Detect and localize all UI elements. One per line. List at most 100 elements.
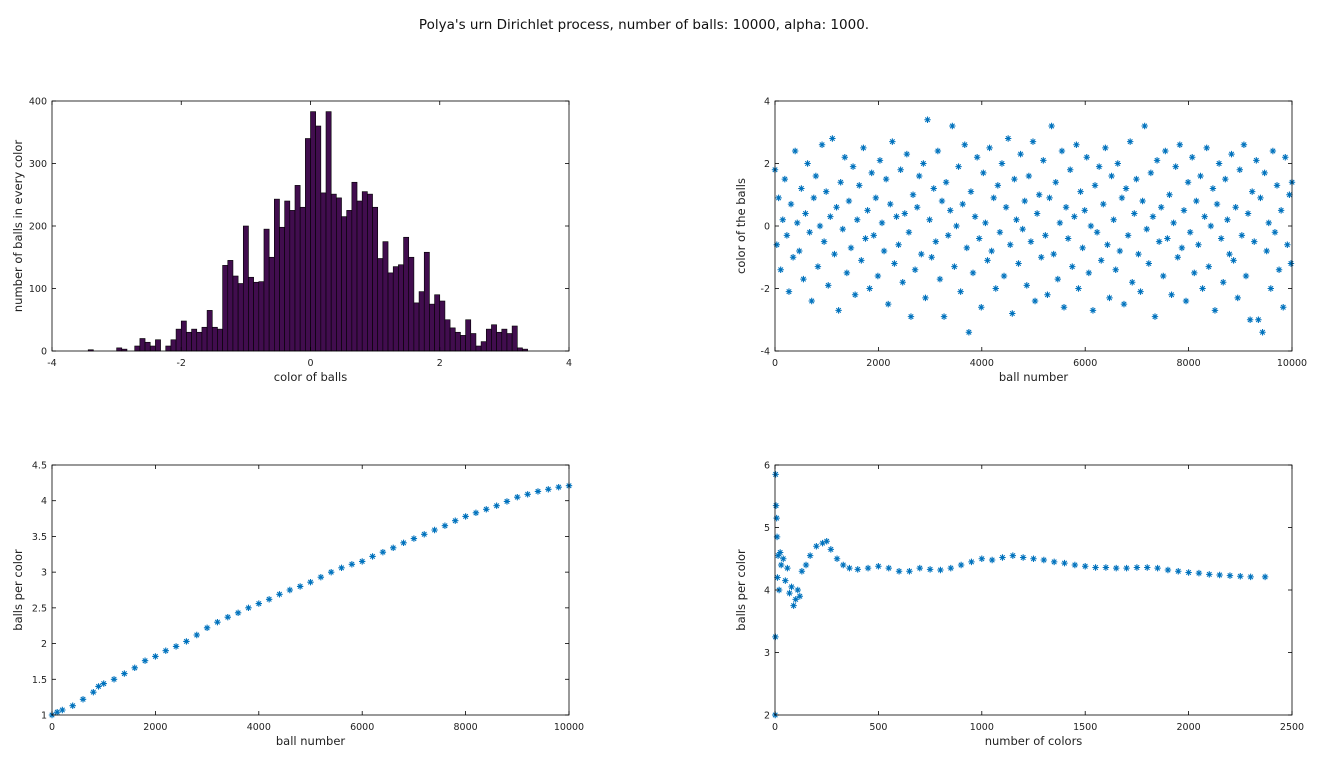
histogram-bar: [165, 345, 172, 352]
data-point: [1158, 204, 1165, 211]
histogram-bar: [501, 328, 508, 352]
data-point: [1079, 244, 1086, 252]
histogram-bar: [196, 331, 203, 352]
data-point: [1211, 307, 1219, 314]
data-point: [794, 219, 801, 227]
data-point: [1145, 260, 1152, 267]
figure-title: Polya's urn Dirichlet process, number of…: [418, 17, 870, 33]
data-point: [955, 163, 962, 170]
data-point: [798, 568, 806, 575]
histogram-bar: [346, 210, 353, 352]
data-point: [936, 275, 944, 283]
histogram-bar: [263, 228, 270, 352]
data-point: [780, 555, 787, 562]
x-tick-label: 2: [437, 358, 443, 369]
data-point: [820, 238, 828, 245]
x-tick-label: 0: [772, 358, 778, 369]
data-point: [778, 561, 785, 569]
data-point: [847, 244, 855, 252]
axes-box: [774, 464, 1293, 716]
x-tick-label: 4000: [247, 722, 271, 733]
data-point: [808, 297, 815, 305]
histogram-bar: [274, 198, 280, 352]
data-point: [783, 232, 791, 239]
data-point: [1182, 297, 1190, 305]
histogram-bar: [248, 276, 254, 352]
data-point: [462, 513, 469, 520]
data-point: [1217, 235, 1225, 242]
data-point: [1129, 279, 1136, 286]
histogram-bar: [377, 258, 384, 352]
data-point: [1126, 138, 1134, 145]
data-point: [957, 561, 965, 569]
data-point: [806, 229, 813, 236]
data-point: [934, 147, 942, 155]
histogram-bar: [465, 319, 472, 352]
data-point: [1257, 194, 1264, 202]
histogram-bar: [398, 264, 404, 352]
data-point: [963, 244, 971, 252]
data-point: [1044, 291, 1051, 298]
data-point: [1287, 260, 1295, 267]
data-point: [949, 122, 956, 130]
histogram-bar: [139, 338, 146, 352]
data-point: [1135, 250, 1142, 258]
data-point: [1021, 197, 1028, 205]
data-point: [786, 589, 793, 597]
data-point: [998, 160, 1006, 167]
data-point: [994, 182, 1002, 189]
data-point: [1191, 269, 1198, 277]
histogram-bar: [289, 210, 296, 352]
data-point: [1230, 257, 1237, 264]
data-point: [880, 247, 888, 255]
data-point: [819, 539, 826, 547]
data-point: [1195, 569, 1203, 577]
histogram-bar: [206, 310, 213, 352]
data-point: [1019, 554, 1027, 561]
y-tick-label: 100: [29, 284, 47, 295]
data-point: [1033, 210, 1041, 217]
data-point: [296, 583, 304, 590]
data-point: [965, 329, 973, 336]
data-point: [839, 225, 846, 233]
data-point: [926, 566, 934, 573]
x-tick-label: 10000: [1277, 358, 1307, 369]
data-point: [895, 241, 902, 248]
data-point: [926, 216, 933, 223]
data-point: [441, 522, 449, 529]
data-point: [967, 188, 975, 195]
data-point: [1015, 260, 1022, 267]
data-point: [1172, 163, 1179, 170]
x-tick-label: 4: [566, 358, 572, 369]
histogram-plot: -4 -2 0 2 4 0 100 200 300 400 color of balls number…: [11, 97, 572, 385]
data-point: [245, 604, 252, 612]
histogram-bar: [434, 294, 441, 352]
data-point: [1205, 263, 1212, 270]
data-point: [895, 568, 903, 575]
x-tick-label: 500: [869, 722, 887, 733]
histogram-bar: [470, 333, 477, 352]
data-point: [1280, 304, 1287, 311]
data-point: [1108, 172, 1115, 180]
data-point: [224, 613, 231, 621]
data-point: [920, 160, 927, 167]
histogram-bar: [201, 326, 208, 352]
data-point: [1267, 285, 1274, 292]
data-point: [1035, 191, 1043, 198]
data-point: [1144, 564, 1151, 571]
data-point: [1085, 269, 1093, 277]
data-point: [976, 235, 983, 242]
data-point: [1106, 294, 1113, 302]
data-point: [1240, 141, 1248, 148]
data-point: [203, 624, 211, 632]
data-point: [825, 282, 832, 289]
data-point: [893, 213, 900, 220]
data-point: [988, 247, 995, 255]
data-point: [833, 204, 840, 211]
data-point: [162, 647, 169, 654]
data-point: [777, 266, 784, 273]
data-point: [947, 207, 954, 214]
x-tick-label: 1500: [1073, 722, 1097, 733]
data-point: [1062, 204, 1070, 211]
